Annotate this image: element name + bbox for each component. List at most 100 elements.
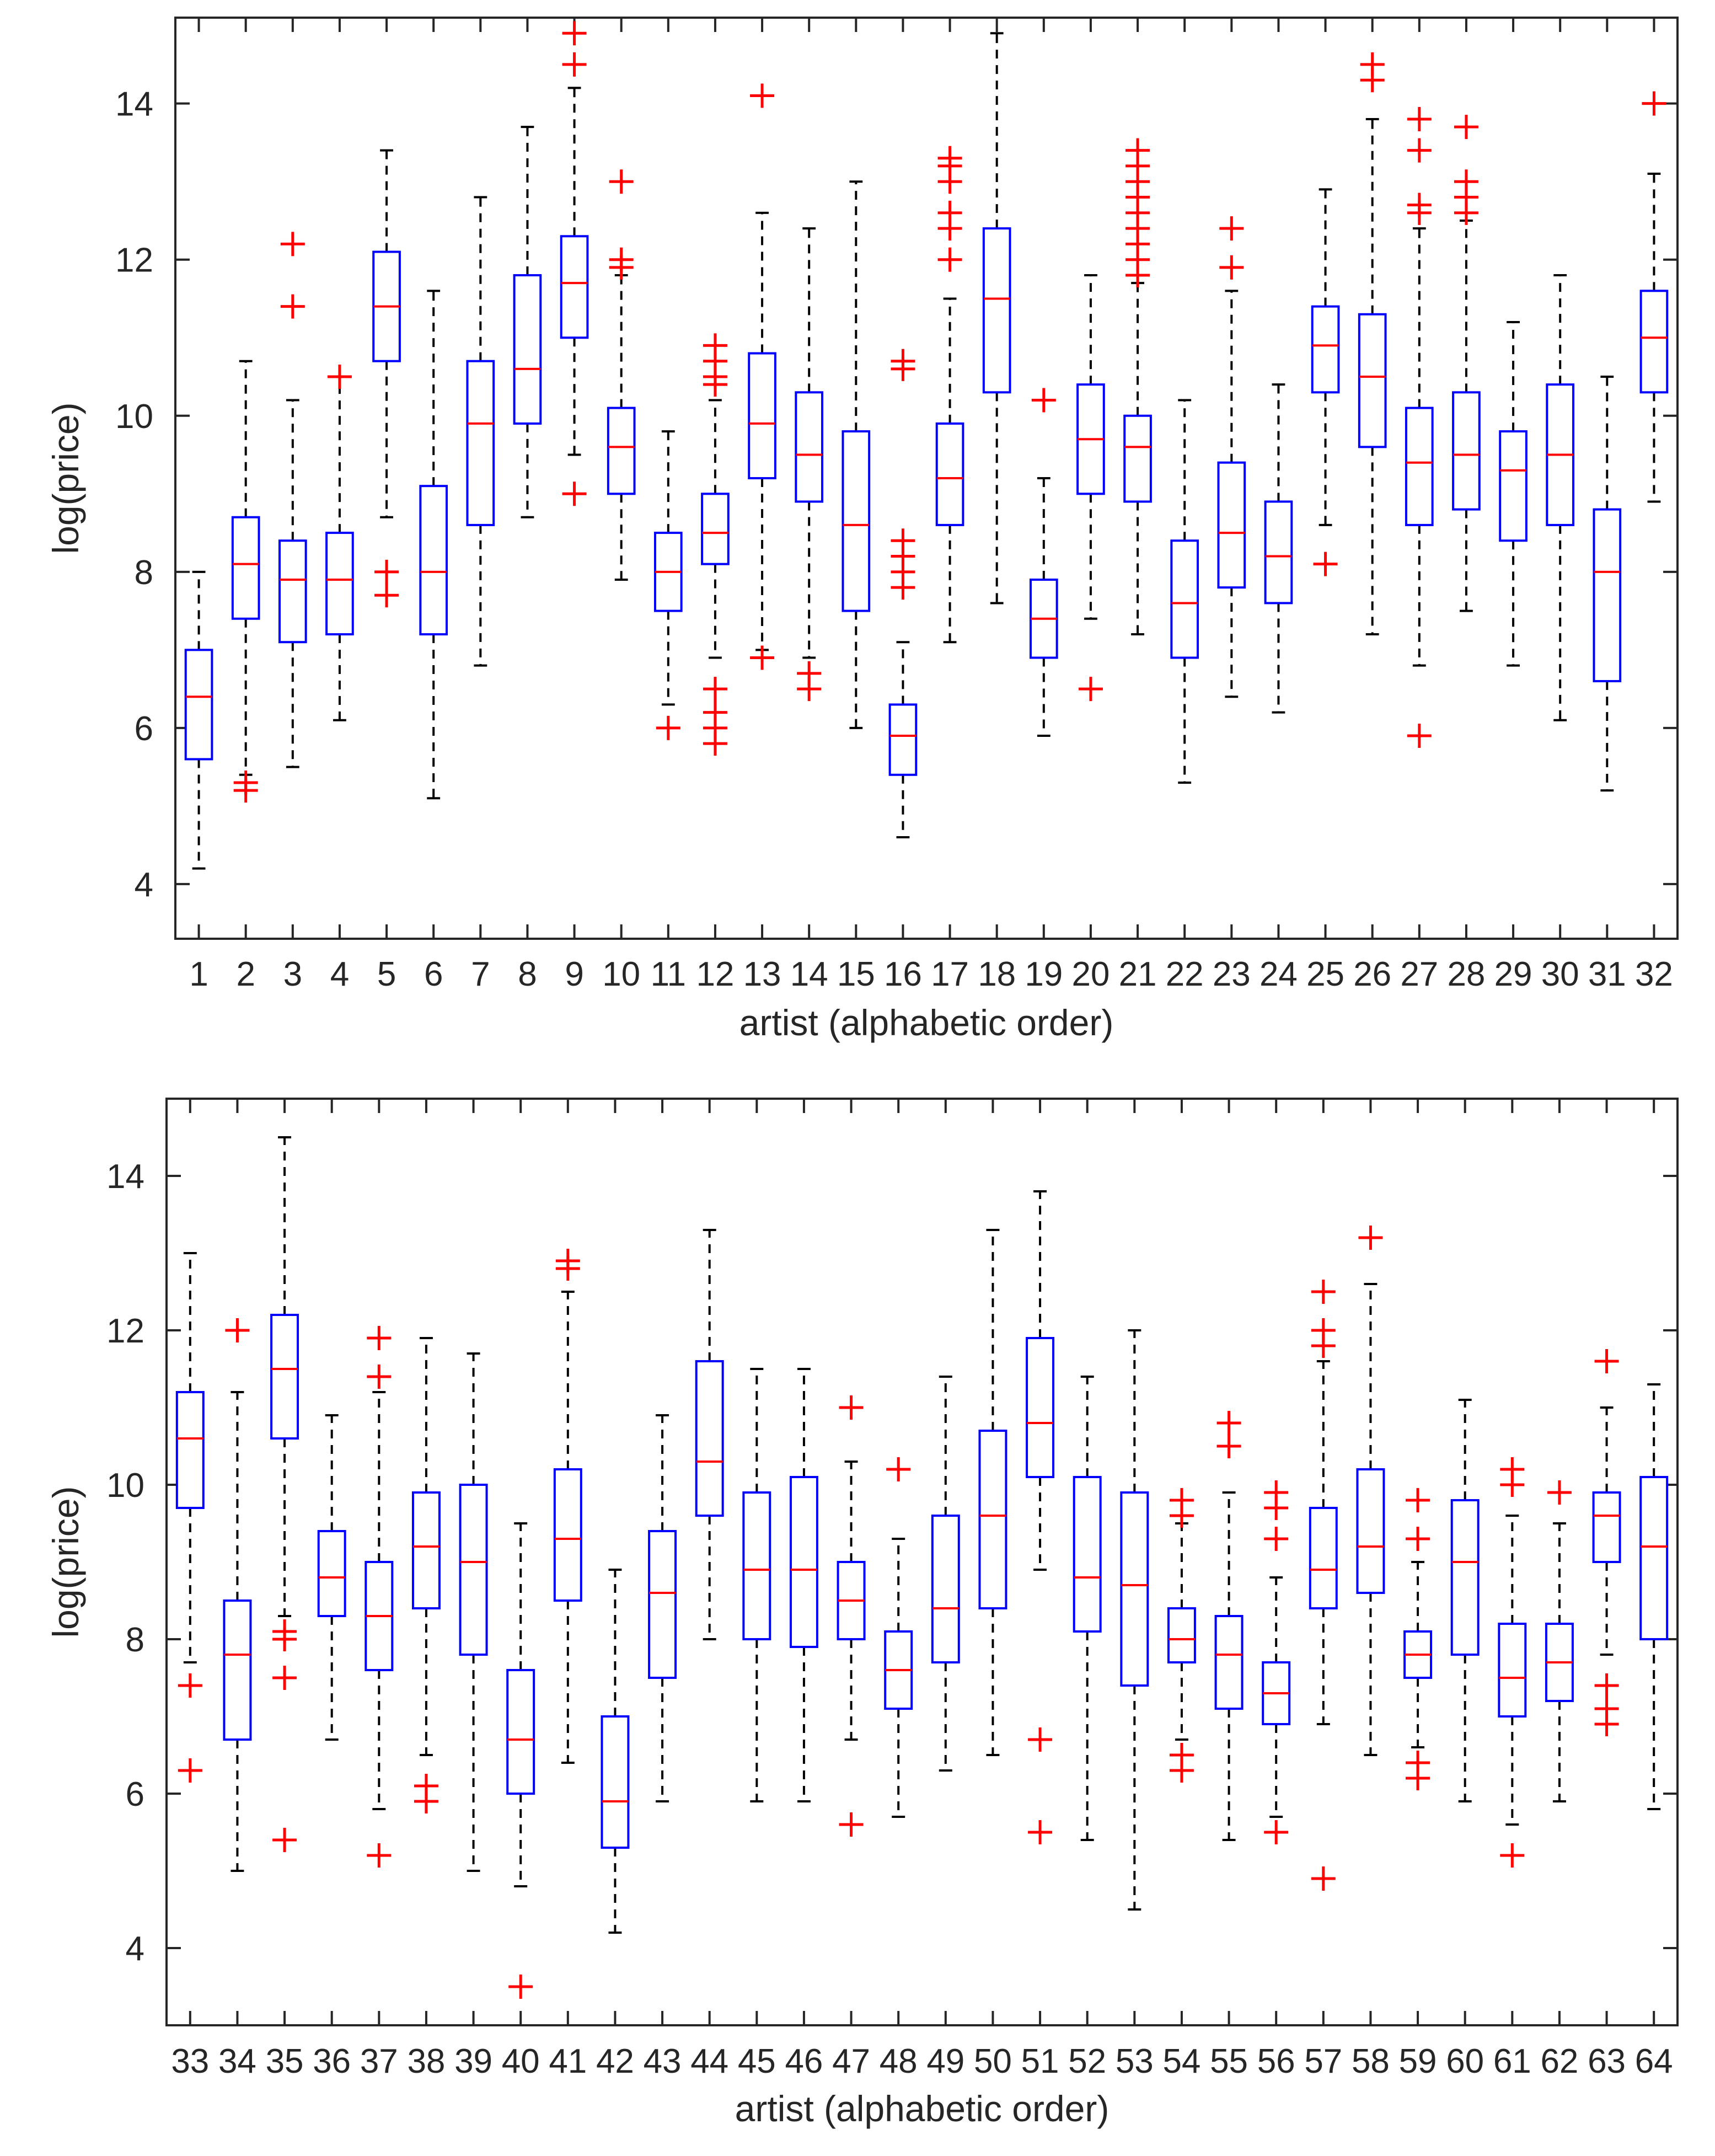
- outlier-marker: [272, 1666, 297, 1690]
- x-tick-label: 8: [518, 955, 537, 993]
- box-artist-60: [1450, 1399, 1480, 1802]
- x-tick-label: 3: [283, 955, 302, 993]
- iqr-box: [931, 1515, 960, 1663]
- iqr-box: [888, 703, 918, 776]
- x-tick-label: 26: [1353, 955, 1391, 993]
- iqr-box: [1499, 430, 1528, 542]
- outlier-marker: [1313, 552, 1338, 576]
- box-artist-1: [184, 570, 213, 870]
- x-tick-label: 37: [360, 2042, 398, 2080]
- outlier-marker: [1219, 216, 1244, 241]
- outlier-marker: [1454, 115, 1478, 140]
- box-artist-18: [982, 32, 1011, 604]
- box-artist-45: [742, 1368, 771, 1802]
- outlier-marker: [327, 365, 352, 389]
- iqr-box: [325, 532, 354, 636]
- iqr-box: [1120, 1491, 1149, 1687]
- x-tick-label: 10: [602, 955, 640, 993]
- outlier-marker: [1642, 91, 1666, 116]
- x-tick-label: 24: [1260, 955, 1298, 993]
- iqr-box: [1593, 508, 1622, 682]
- outlier-marker: [1594, 1673, 1619, 1698]
- box-artist-63: [1592, 1349, 1621, 1736]
- iqr-box: [695, 1360, 724, 1517]
- box-artist-43: [648, 1414, 677, 1802]
- outlier-marker: [1407, 106, 1432, 131]
- outlier-marker: [508, 1975, 533, 1999]
- iqr-box: [648, 1530, 677, 1679]
- x-tick-label: 6: [424, 955, 443, 993]
- x-tick-label: 38: [407, 2042, 445, 2080]
- outlier-marker: [562, 482, 587, 506]
- outlier-marker: [1358, 1226, 1383, 1250]
- box-artist-53: [1120, 1329, 1149, 1911]
- box-artist-5: [372, 149, 401, 608]
- iqr-box: [982, 227, 1011, 394]
- box-artist-56: [1262, 1480, 1291, 1844]
- outlier-marker: [1454, 169, 1478, 194]
- x-tick-label: 40: [502, 2042, 540, 2080]
- outlier-marker: [1406, 1488, 1430, 1512]
- outlier-marker: [839, 1395, 864, 1420]
- y-tick-label: 6: [135, 710, 153, 748]
- box-artist-42: [601, 1569, 630, 1934]
- x-tick-label: 16: [884, 955, 922, 993]
- box-artist-40: [506, 1522, 535, 1999]
- iqr-box: [278, 539, 307, 644]
- outlier-marker: [1547, 1480, 1572, 1505]
- iqr-box: [701, 493, 730, 565]
- bottom-y-axis-label: log(price): [45, 1486, 86, 1638]
- outlier-marker: [1169, 1488, 1194, 1512]
- x-tick-label: 19: [1025, 955, 1063, 993]
- outlier-marker: [1594, 1349, 1619, 1373]
- iqr-box: [1639, 1476, 1669, 1640]
- box-artist-47: [837, 1395, 866, 1837]
- iqr-box: [175, 1391, 205, 1509]
- box-artist-44: [695, 1229, 724, 1640]
- outlier-marker: [703, 677, 727, 702]
- outlier-marker: [1169, 1743, 1194, 1767]
- x-tick-label: 2: [236, 955, 255, 993]
- box-artist-6: [419, 290, 448, 800]
- x-tick-label: 33: [171, 2042, 209, 2080]
- outlier-marker: [1311, 1280, 1336, 1304]
- box-artist-38: [411, 1337, 441, 1813]
- iqr-box: [270, 1314, 299, 1440]
- x-tick-label: 17: [931, 955, 969, 993]
- box-artist-16: [888, 349, 918, 839]
- x-tick-label: 36: [313, 2042, 351, 2080]
- iqr-box: [789, 1476, 818, 1648]
- outlier-marker: [750, 645, 775, 670]
- iqr-box: [466, 360, 495, 526]
- outlier-marker: [225, 1318, 250, 1342]
- box-artist-4: [325, 365, 354, 721]
- box-artist-12: [701, 333, 730, 756]
- x-tick-label: 12: [696, 955, 734, 993]
- x-tick-label: 47: [832, 2042, 870, 2080]
- x-tick-label: 48: [880, 2042, 918, 2080]
- box-artist-29: [1499, 320, 1528, 667]
- iqr-box: [1073, 1476, 1102, 1633]
- outlier-marker: [1407, 724, 1432, 748]
- box-artist-54: [1167, 1488, 1196, 1783]
- box-artist-59: [1403, 1488, 1433, 1790]
- x-tick-label: 41: [549, 2042, 587, 2080]
- iqr-box: [1356, 1468, 1385, 1594]
- iqr-box: [223, 1599, 252, 1741]
- box-artist-48: [884, 1457, 913, 1818]
- iqr-box: [1309, 1507, 1338, 1609]
- iqr-box: [1214, 1615, 1244, 1710]
- y-tick-label: 14: [106, 1158, 144, 1196]
- box-artist-7: [466, 196, 495, 667]
- x-tick-label: 43: [644, 2042, 682, 2080]
- box-artist-31: [1593, 376, 1622, 792]
- outlier-marker: [1311, 1318, 1336, 1342]
- outlier-marker: [178, 1673, 202, 1698]
- x-tick-label: 62: [1540, 2042, 1578, 2080]
- outlier-marker: [1360, 52, 1385, 77]
- iqr-box: [560, 235, 589, 339]
- outlier-marker: [797, 661, 822, 686]
- box-artist-64: [1639, 1383, 1669, 1810]
- x-tick-label: 46: [785, 2042, 823, 2080]
